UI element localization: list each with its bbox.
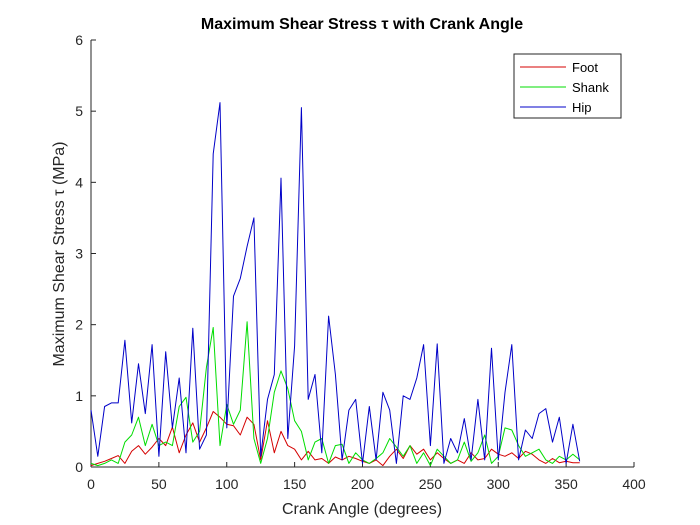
x-ticks: 0 50 100 150 200 250 300 350 400 [87,462,646,492]
y-tick-label: 3 [75,246,83,262]
legend-label-hip: Hip [572,100,592,115]
y-tick-label: 1 [75,388,83,404]
legend-label-shank: Shank [572,80,609,95]
x-tick-label: 0 [87,476,95,492]
y-tick-label: 6 [75,32,83,48]
legend-items: Foot Shank Hip [520,60,609,115]
y-axis-label: Maximum Shear Stress τ (MPa) [51,141,68,366]
x-tick-label: 200 [351,476,375,492]
legend-label-foot: Foot [572,60,598,75]
x-tick-label: 300 [487,476,511,492]
x-tick-label: 50 [151,476,167,492]
y-tick-label: 5 [75,103,83,119]
series-lines [90,102,581,467]
legend: Foot Shank Hip [513,53,622,119]
series-line-hip [90,102,581,464]
y-ticks: 0 1 2 3 4 5 6 [75,32,96,475]
y-tick-label: 4 [75,174,83,190]
x-tick-label: 150 [283,476,307,492]
y-tick-label: 2 [75,317,83,333]
x-tick-label: 100 [215,476,239,492]
x-axis-label: Crank Angle (degrees) [282,501,442,518]
x-tick-label: 250 [419,476,443,492]
y-tick-label: 0 [75,459,83,475]
x-tick-label: 350 [554,476,578,492]
x-tick-label: 400 [622,476,646,492]
chart-title: Maximum Shear Stress τ with Crank Angle [201,16,523,33]
